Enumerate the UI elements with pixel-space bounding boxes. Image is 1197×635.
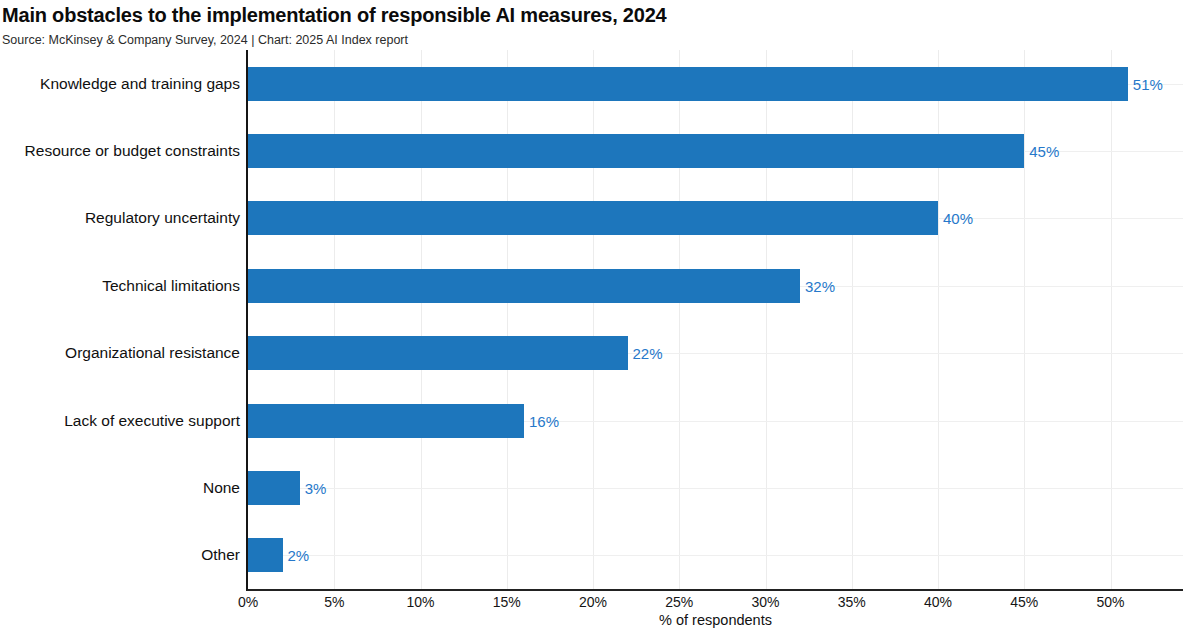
bar-row: 51%Knowledge and training gaps [248,50,1183,117]
category-label: Other [201,546,240,564]
bar-row: 3%None [248,454,1183,521]
bar-row: 40%Regulatory uncertainty [248,185,1183,252]
x-tick-label: 35% [838,594,866,610]
bar-row: 45%Resource or budget constraints [248,117,1183,184]
chart-source: Source: McKinsey & Company Survey, 2024 … [2,33,408,47]
x-axis-label: % of respondents [248,612,1183,628]
x-axis-ticks: 0%5%10%15%20%25%30%35%40%45%50% [248,594,1183,612]
category-label: Organizational resistance [65,344,240,362]
bar-value-label: 51% [1128,75,1163,92]
category-label: Lack of executive support [64,412,240,430]
bar-row: 16%Lack of executive support [248,387,1183,454]
category-label: Regulatory uncertainty [85,209,240,227]
bar-value-label: 3% [300,479,327,496]
bar-row: 32%Technical limitations [248,252,1183,319]
bar-value-label: 40% [938,210,973,227]
chart-title: Main obstacles to the implementation of … [2,4,667,27]
bar [248,201,938,235]
bar [248,134,1024,168]
plot-area: 51%Knowledge and training gaps45%Resourc… [246,50,1183,591]
horizontal-gridline [248,555,1183,556]
x-tick-label: 20% [579,594,607,610]
x-tick-label: 30% [752,594,780,610]
bar-row: 2%Other [248,522,1183,589]
x-tick-label: 50% [1097,594,1125,610]
x-tick-label: 45% [1010,594,1038,610]
bar-value-label: 45% [1024,143,1059,160]
category-label: Technical limitations [102,277,240,295]
category-label: Resource or budget constraints [25,142,240,160]
bar-value-label: 2% [283,547,310,564]
x-tick-label: 25% [665,594,693,610]
bar-value-label: 32% [800,277,835,294]
x-tick-label: 10% [406,594,434,610]
x-tick-label: 0% [238,594,258,610]
bar-value-label: 22% [628,345,663,362]
x-tick-label: 40% [924,594,952,610]
bar [248,471,300,505]
bar [248,67,1128,101]
horizontal-gridline [248,488,1183,489]
x-tick-label: 5% [324,594,344,610]
bar [248,538,283,572]
bar [248,269,800,303]
x-tick-label: 15% [493,594,521,610]
bar-value-label: 16% [524,412,559,429]
bar-row: 22%Organizational resistance [248,320,1183,387]
category-label: None [203,479,240,497]
bar [248,404,524,438]
category-label: Knowledge and training gaps [40,75,240,93]
bar [248,336,628,370]
